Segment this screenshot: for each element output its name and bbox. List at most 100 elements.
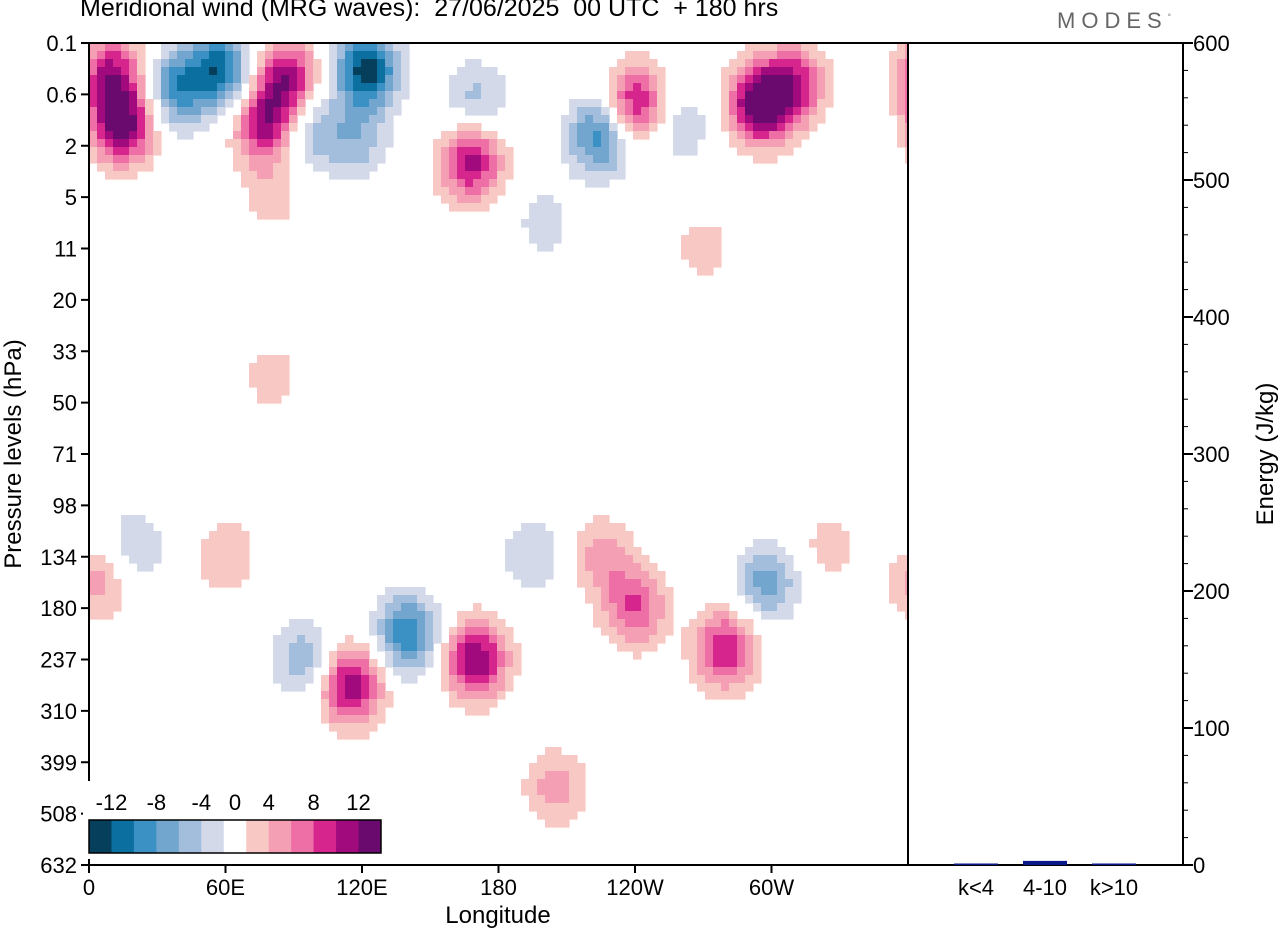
heatmap-cell [257,179,266,188]
heatmap-cell [433,179,442,188]
heatmap-cell [513,659,522,668]
heatmap-cell [185,67,194,76]
heatmap-cell [753,579,762,588]
heatmap-cell [689,227,698,236]
heatmap-cell [529,795,538,804]
heatmap-cell [361,651,370,660]
heatmap-cell [209,107,218,116]
heatmap-cell [273,75,282,84]
heatmap-cell [169,51,178,60]
heatmap-cell [281,123,290,132]
heatmap-cell [617,147,626,156]
heatmap-cell [393,619,402,628]
heatmap-cell [569,115,578,124]
heatmap-cell [345,59,354,68]
heatmap-cell [241,539,250,548]
heatmap-cell [585,171,594,180]
heatmap-cell [129,83,138,92]
heatmap-cell [185,123,194,132]
heatmap-cell [553,235,562,244]
heatmap-cell [769,139,778,148]
heatmap-cell [105,139,114,148]
heatmap-cell [529,227,538,236]
heatmap-cell [649,611,658,620]
heatmap-cell [625,571,634,580]
heatmap-cell [273,211,282,220]
heatmap-cell [785,611,794,620]
heatmap-cell [385,99,394,108]
heatmap-cell [313,163,322,172]
heatmap-cell [265,139,274,148]
heatmap-cell [377,67,386,76]
heatmap-cell [521,779,530,788]
heatmap-cell [265,171,274,180]
heatmap-cell [89,59,98,68]
heatmap-cell [321,99,330,108]
heatmap-cell [457,67,466,76]
heatmap-cell [441,139,450,148]
heatmap-cell [313,67,322,76]
heatmap-cell [393,667,402,676]
heatmap-cell [473,123,482,132]
heatmap-cell [337,91,346,100]
heatmap-cell [345,139,354,148]
heatmap-cell [225,51,234,60]
heatmap-cell [153,555,162,564]
heatmap-cell [833,555,842,564]
heatmap-cell [105,571,114,580]
heatmap-cell [225,547,234,556]
heatmap-cell [713,667,722,676]
heatmap-cell [97,43,106,52]
heatmap-cell [281,115,290,124]
heatmap-cell [465,91,474,100]
heatmap-cell [185,43,194,52]
heatmap-cell [617,75,626,84]
heatmap-cell [249,123,258,132]
heatmap-cell [905,555,908,564]
heatmap-cell [729,691,738,700]
heatmap-cell [753,539,762,548]
heatmap-cell [801,83,810,92]
heatmap-cell [217,91,226,100]
heatmap-cell [377,643,386,652]
y-tick-label: 11 [54,237,77,262]
heatmap-cell [777,75,786,84]
heatmap-cell [297,43,306,52]
heatmap-cell [281,363,290,372]
heatmap-cell [537,523,546,532]
heatmap-cell [785,555,794,564]
heatmap-cell [305,123,314,132]
heatmap-cell [225,43,234,52]
heatmap-cell [689,107,698,116]
heatmap-cell [601,115,610,124]
heatmap-cell [737,59,746,68]
heatmap-cell [593,99,602,108]
heatmap-cell [289,651,298,660]
y-tick-label: 33 [53,339,77,364]
heatmap-cell [177,91,186,100]
heatmap-cell [401,667,410,676]
heatmap-cell [449,163,458,172]
heatmap-cell [145,99,154,108]
heatmap-cell [97,131,106,140]
heatmap-cell [585,139,594,148]
heatmap-cell [129,99,138,108]
heatmap-cell [97,67,106,76]
heatmap-cell [905,131,908,140]
heatmap-cell [625,123,634,132]
heatmap-cell [473,59,482,68]
heatmap-cell [201,51,210,60]
heatmap-cell [465,667,474,676]
heatmap-cell [473,195,482,204]
heatmap-cell [785,139,794,148]
y-tick-label: 508 [40,802,77,827]
heatmap-cell [537,555,546,564]
heatmap-cell [897,555,906,564]
heatmap-cell [497,147,506,156]
heatmap-cell [169,107,178,116]
heatmap-cell [465,611,474,620]
heatmap-cell [161,107,170,116]
heatmap-cell [233,523,242,532]
heatmap-cell [249,179,258,188]
heatmap-cell [297,635,306,644]
